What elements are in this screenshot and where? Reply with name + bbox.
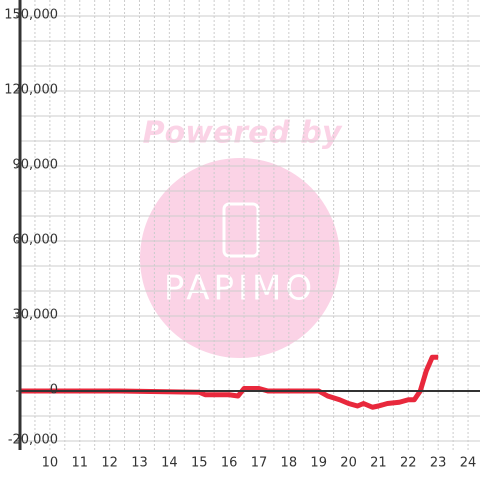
x-tick-label: 23 <box>430 456 447 471</box>
watermark-icon <box>222 202 260 258</box>
x-tick-label: 19 <box>310 456 327 471</box>
y-tick-label: -20,000 <box>8 433 58 448</box>
x-tick-label: 15 <box>191 456 208 471</box>
x-tick-label: 10 <box>42 456 59 471</box>
x-tick-label: 22 <box>400 456 417 471</box>
x-tick-label: 24 <box>460 456 477 471</box>
watermark-logo: PAPIMO <box>164 269 316 309</box>
x-tick-label: 20 <box>340 456 357 471</box>
x-tick-label: 17 <box>251 456 268 471</box>
y-tick-label: 60,000 <box>13 233 59 248</box>
watermark-circle <box>140 158 340 358</box>
y-tick-label: 120,000 <box>4 83 58 98</box>
x-tick-label: 13 <box>131 456 148 471</box>
x-tick-label: 11 <box>71 456 88 471</box>
line <box>20 354 439 410</box>
x-tick-label: 16 <box>221 456 238 471</box>
watermark-text: Powered by <box>143 116 343 151</box>
y-tick-label: 30,000 <box>13 308 59 323</box>
x-tick-label: 12 <box>101 456 118 471</box>
x-tick-label: 21 <box>370 456 387 471</box>
y-tick-label: 90,000 <box>13 158 59 173</box>
x-tick-label: 18 <box>281 456 298 471</box>
x-tick-label: 14 <box>161 456 178 471</box>
y-tick-label: 150,000 <box>4 8 58 23</box>
